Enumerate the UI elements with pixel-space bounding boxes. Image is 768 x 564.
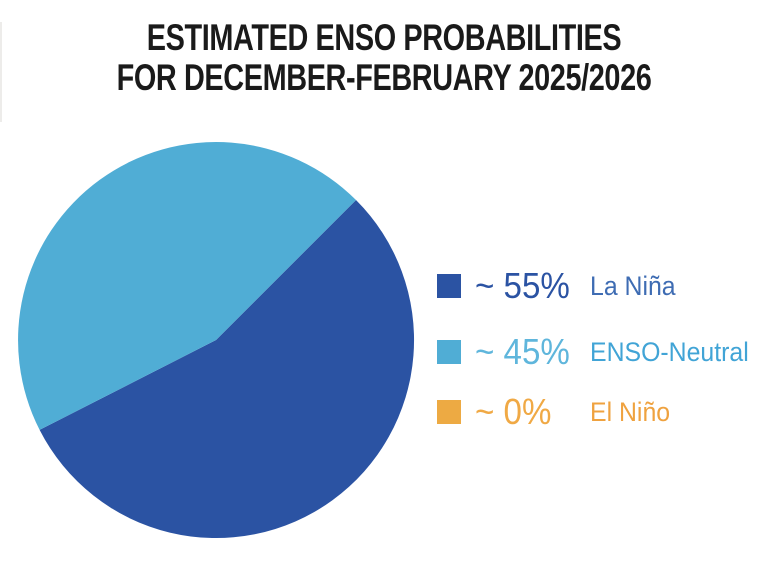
chart-title-line2: FOR DECEMBER-FEBRUARY 2025/2026 bbox=[116, 57, 652, 98]
legend-swatch-el-nino bbox=[437, 400, 461, 424]
legend-label-el-nino: El Niño bbox=[590, 397, 671, 427]
chart-title-line1: ESTIMATED ENSO PROBABILITIES bbox=[146, 17, 622, 58]
pie-slice-enso-neutral bbox=[18, 142, 357, 430]
legend-swatch-la-nina bbox=[437, 274, 461, 298]
legend-label-enso-neutral: ENSO-Neutral bbox=[590, 337, 749, 367]
legend-value-enso-neutral: ~ 45% bbox=[475, 331, 570, 372]
legend-swatch-enso-neutral bbox=[437, 340, 461, 364]
legend-item-el-nino: ~ 0% El Niño bbox=[437, 394, 677, 430]
legend-value-el-nino: ~ 0% bbox=[475, 391, 552, 432]
legend-value-la-nina: ~ 55% bbox=[475, 265, 570, 306]
legend-item-la-nina: ~ 55% La Niña bbox=[437, 268, 683, 304]
page-edge-artifact bbox=[0, 22, 2, 122]
legend-item-enso-neutral: ~ 45% ENSO-Neutral bbox=[437, 334, 763, 370]
legend-label-la-nina: La Niña bbox=[590, 271, 676, 301]
pie-slice-la-nina bbox=[39, 200, 415, 539]
chart-title: ESTIMATED ENSO PROBABILITIES FOR DECEMBE… bbox=[0, 18, 768, 98]
